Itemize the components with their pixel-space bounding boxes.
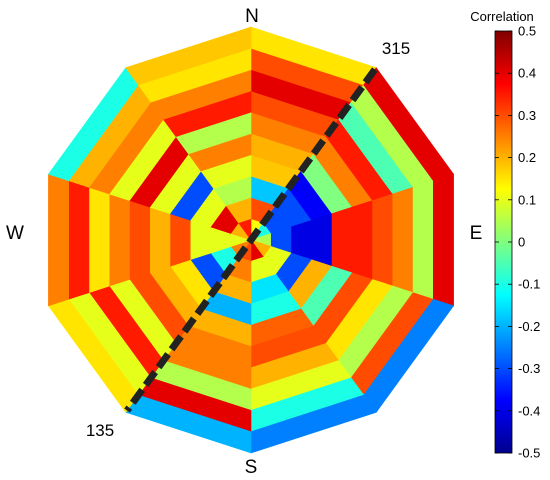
west-label: W — [6, 223, 24, 244]
colorbar-tick-label: -0.5 — [518, 446, 540, 461]
sector-divider-line — [124, 67, 378, 413]
heatmap-cell — [108, 193, 130, 287]
colorbar-ticks: 0.5 0.4 0.3 0.2 0.1 0 -0.1 -0.2 -0.3 -0.4 -0.5 — [495, 24, 540, 461]
heatmap-cell — [392, 186, 414, 294]
heatmap-cell — [169, 213, 191, 267]
east-label: E — [470, 223, 483, 244]
colorbar: Correlation 0.5 0.4 0.3 0.2 0.1 0 -0.1 -0.2 -0.3… — [470, 9, 540, 461]
colorbar-tick-label: 0 — [518, 235, 525, 250]
heatmap-cell — [48, 173, 69, 307]
south-label: S — [245, 457, 258, 478]
heatmap-cell — [351, 200, 373, 280]
colorbar-tick-label: 0.3 — [518, 108, 536, 123]
colorbar-tick-label: 0.4 — [518, 66, 536, 81]
heatmap-cell — [129, 200, 151, 280]
heatmap-cell — [291, 219, 313, 261]
colorbar-tick-label: -0.2 — [518, 319, 540, 334]
colorbar-tick-label: -0.1 — [518, 277, 540, 292]
heatmap-cell — [412, 180, 434, 300]
colorbar-tick-label: -0.4 — [518, 403, 540, 418]
angle-label-135: 135 — [86, 421, 114, 440]
heatmap-cell — [311, 213, 333, 267]
colorbar-tick-label: -0.3 — [518, 361, 540, 376]
angle-label-315: 315 — [382, 39, 410, 58]
colorbar-tick-label: 0.5 — [518, 24, 536, 39]
heatmap-cell — [68, 180, 90, 300]
heatmap-cell — [433, 173, 454, 307]
heatmap-cell — [149, 206, 171, 274]
heatmap-cell — [88, 186, 110, 294]
heatmap-cells — [47, 26, 455, 454]
colorbar-tick-label: 0.1 — [518, 192, 536, 207]
heatmap-cell — [372, 193, 394, 287]
heatmap-cell — [125, 26, 252, 86]
colorbar-tick-label: 0.2 — [518, 150, 536, 165]
colorbar-title: Correlation — [470, 9, 534, 24]
heatmap-cell — [189, 219, 211, 261]
heatmap-cell — [331, 206, 353, 274]
north-label: N — [245, 6, 259, 27]
